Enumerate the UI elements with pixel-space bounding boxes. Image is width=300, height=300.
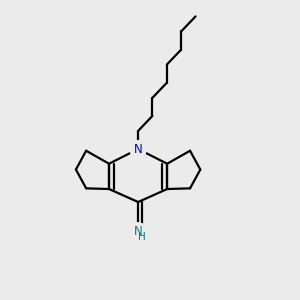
Circle shape [130, 223, 146, 239]
Circle shape [130, 141, 146, 158]
Text: H: H [138, 232, 146, 242]
Text: N: N [134, 225, 142, 238]
Text: N: N [134, 142, 142, 155]
